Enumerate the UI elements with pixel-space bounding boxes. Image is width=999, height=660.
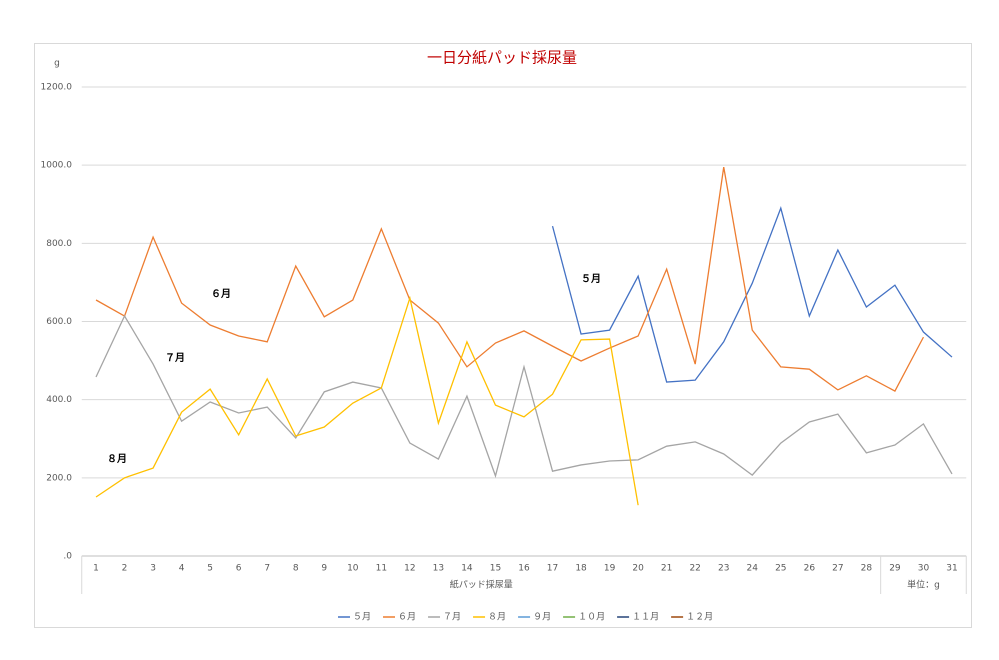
x-tick-label: 30	[918, 564, 930, 574]
x-tick-label: 12	[404, 564, 415, 574]
x-tick-label: 17	[547, 564, 558, 574]
x-tick-label: 19	[604, 564, 616, 574]
y-tick-label: 200.0	[46, 473, 72, 483]
legend-label: １０月	[578, 612, 605, 623]
y-tick-label: 600.0	[46, 317, 72, 327]
legend-label: ６月	[398, 612, 416, 623]
x-tick-label: 28	[861, 564, 873, 574]
x-tick-label: 25	[775, 564, 786, 574]
series-line	[551, 206, 953, 383]
legend-label: １２月	[686, 612, 713, 623]
series-line	[95, 295, 639, 506]
x-tick-label: 22	[689, 564, 700, 574]
x-tick-label: 24	[747, 564, 759, 574]
x-tick-label: 20	[632, 564, 644, 574]
x-tick-label: 29	[889, 564, 901, 574]
x-tick-label: 1	[93, 564, 99, 574]
x-tick-label: 5	[207, 564, 213, 574]
x-tick-label: 6	[236, 564, 242, 574]
x-tick-label: 27	[832, 564, 843, 574]
x-tick-label: 4	[179, 564, 185, 574]
x-tick-label: 31	[946, 564, 957, 574]
y-tick-label: .0	[63, 552, 72, 562]
x-tick-label: 13	[433, 564, 444, 574]
legend-label: ５月	[353, 612, 371, 623]
x-tick-label: 10	[347, 564, 359, 574]
x-tick-label: 3	[150, 564, 156, 574]
x-tick-label: 26	[804, 564, 816, 574]
x-tick-label: 23	[718, 564, 729, 574]
y-axis-label: g	[54, 59, 60, 69]
annotation: ７月	[165, 352, 185, 364]
chart-title: 一日分紙パッド採尿量	[427, 49, 577, 67]
legend-label: １１月	[632, 612, 659, 623]
x-tick-label: 16	[518, 564, 530, 574]
y-tick-label: 1000.0	[41, 161, 73, 171]
legend-label: ７月	[443, 612, 461, 623]
y-tick-label: 400.0	[46, 395, 72, 405]
legend-label: ８月	[488, 612, 506, 623]
x-tick-label: 2	[122, 564, 128, 574]
x-tick-label: 9	[321, 564, 327, 574]
x-tick-label: 14	[461, 564, 473, 574]
y-tick-label: 1200.0	[41, 83, 73, 93]
series-line	[95, 314, 953, 479]
y-tick-label: 800.0	[46, 239, 72, 249]
annotation: ８月	[107, 453, 127, 465]
legend-label: ９月	[533, 612, 551, 623]
x-tick-label: 7	[264, 564, 270, 574]
x-tick-label: 18	[575, 564, 587, 574]
x-tick-label: 15	[490, 564, 501, 574]
x-tick-label: 11	[376, 564, 387, 574]
series-line	[95, 167, 925, 392]
annotation: ６月	[211, 288, 231, 300]
x-tick-label: 21	[661, 564, 672, 574]
category-group-label: 単位：g	[907, 579, 940, 591]
chart-border	[34, 43, 972, 628]
x-tick-label: 8	[293, 564, 299, 574]
annotation: ５月	[581, 273, 601, 285]
category-group-label: 紙パッド採尿量	[450, 579, 513, 591]
